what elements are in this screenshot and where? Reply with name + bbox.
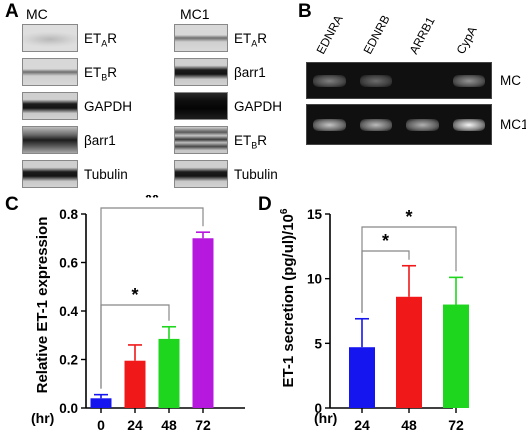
blot-strip xyxy=(174,58,228,86)
significance-marker: ** xyxy=(145,195,159,208)
blot-label: ETAR xyxy=(84,32,117,49)
blot-mc-title: MC xyxy=(26,6,48,22)
blot-label: βarr1 xyxy=(234,66,266,80)
blot-label-subscript: A xyxy=(251,38,258,49)
blot-mc1-title: MC1 xyxy=(180,6,210,22)
chart-relative-et1-expression: Relative ET-1 expression (hr) 0.0 0.2 0.4 0… xyxy=(31,195,245,433)
blot-label-suffix: R xyxy=(257,31,268,46)
panel-a-letter: A xyxy=(5,1,19,22)
gel-band xyxy=(359,74,392,87)
gel-band xyxy=(452,74,485,87)
y-tick-label: 0 xyxy=(314,401,322,416)
blot-label-suffix: R xyxy=(107,65,118,80)
gel-lane-label: EDNRA xyxy=(313,12,346,57)
blot-label-subscript: B xyxy=(101,72,108,83)
chart-d-x-unit: (hr) xyxy=(314,410,337,426)
blot-strip xyxy=(174,24,228,52)
significance-bracket xyxy=(361,226,457,313)
panel-d-letter: D xyxy=(258,194,272,215)
panel-c-letter: C xyxy=(5,194,19,215)
gel-band xyxy=(359,118,392,131)
blot-label: Tubulin xyxy=(84,168,128,182)
blot-label-main: Tubulin xyxy=(84,167,128,182)
gel-lane-label: EDNRB xyxy=(360,12,393,57)
y-tick-label: 5 xyxy=(314,336,322,351)
y-tick-label: 10 xyxy=(307,272,322,287)
gel-row-label: MC xyxy=(500,72,521,88)
bar xyxy=(349,347,375,408)
x-tick-label: 72 xyxy=(195,417,211,433)
bar xyxy=(443,304,469,408)
chart-d-ylabel: ET-1 secretion (pg/ul)/106 xyxy=(279,208,297,387)
y-tick-label: 15 xyxy=(307,207,323,222)
blot-label: βarr1 xyxy=(84,134,116,148)
blot-label: ETAR xyxy=(234,32,267,49)
chart-d-ylabel-superscript: 6 xyxy=(279,208,290,214)
significance-marker: * xyxy=(131,285,138,305)
significance-bracket xyxy=(100,207,204,389)
panel-b-letter: B xyxy=(298,1,312,22)
blot-label-main: ET xyxy=(84,31,102,46)
y-tick-label: 0.4 xyxy=(59,304,78,319)
blot-strip xyxy=(174,126,228,154)
x-tick-label: 48 xyxy=(401,417,417,433)
blot-strip xyxy=(22,58,78,86)
bar xyxy=(158,338,180,408)
gel-band xyxy=(452,118,485,131)
blot-label: ETBR xyxy=(234,134,267,151)
blot-label: ETBR xyxy=(84,66,117,83)
blot-label-subscript: B xyxy=(251,140,258,151)
blot-label-main: ET xyxy=(234,31,252,46)
blot-label-main: GAPDH xyxy=(234,99,283,114)
gel-band xyxy=(313,74,346,87)
significance-marker: * xyxy=(382,231,389,251)
x-tick-label: 24 xyxy=(127,417,143,433)
blot-label: GAPDH xyxy=(234,100,282,114)
x-tick-label: 0 xyxy=(97,417,105,433)
blot-strip xyxy=(174,92,228,120)
blot-label-main: βarr1 xyxy=(84,133,116,148)
y-tick-label: 0.0 xyxy=(59,401,78,416)
y-tick-label: 0.8 xyxy=(59,207,78,222)
blot-strip xyxy=(22,126,78,154)
x-tick-label: 48 xyxy=(161,417,177,433)
chart-c-ylabel: Relative ET-1 expression xyxy=(34,217,51,394)
chart-et1-secretion: ET-1 secretion (pg/ul)/106 (hr) 0 5 10 15 24… xyxy=(279,207,469,433)
gel-band xyxy=(406,118,439,131)
blot-label-suffix: R xyxy=(257,133,268,148)
chart-c-x-unit: (hr) xyxy=(31,410,54,426)
blot-label-main: GAPDH xyxy=(84,99,133,114)
bar xyxy=(396,296,422,408)
blot-label-suffix: R xyxy=(107,31,118,46)
x-tick-label: 24 xyxy=(354,417,370,433)
blot-label-main: Tubulin xyxy=(234,167,278,182)
gel-row-label: MC1 xyxy=(500,116,526,132)
blot-label: Tubulin xyxy=(234,168,278,182)
blot-strip xyxy=(22,24,78,52)
y-tick-label: 0.2 xyxy=(59,353,78,368)
blot-label-subscript: A xyxy=(101,38,108,49)
blot-label-main: ET xyxy=(234,133,252,148)
gel-band xyxy=(313,118,346,131)
blot-strip xyxy=(174,160,228,188)
x-tick-label: 72 xyxy=(448,417,464,433)
blot-label-main: βarr1 xyxy=(234,65,266,80)
significance-marker: * xyxy=(405,207,412,227)
blot-strip xyxy=(22,160,78,188)
bar xyxy=(124,360,146,408)
y-tick-label: 0.6 xyxy=(59,256,78,271)
blot-label: GAPDH xyxy=(84,100,132,114)
blot-strip xyxy=(22,92,78,120)
bar xyxy=(90,398,112,408)
gel-lane-label: ARRB1 xyxy=(406,14,438,57)
bar xyxy=(192,238,214,408)
blot-label-main: ET xyxy=(84,65,102,80)
gel-lane-label: CypA xyxy=(453,23,480,57)
